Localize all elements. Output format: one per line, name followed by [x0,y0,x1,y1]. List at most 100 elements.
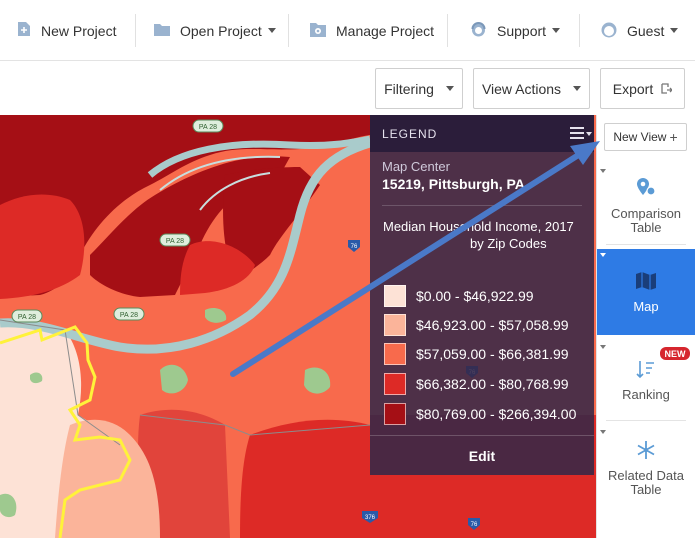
river [147,135,371,178]
new-file-icon [17,21,31,40]
road-shield-label: PA 28 [18,314,36,321]
legend-bin-label: $46,923.00 - $57,058.99 [416,317,569,333]
legend-bin: $66,382.00 - $80,768.99 [384,373,569,395]
guest-user-menu[interactable]: Guest [601,0,679,61]
map-region-bin5[interactable] [0,115,370,297]
map-center-value: 15219, Pittsburgh, PA [382,176,525,192]
ranking-icon [636,359,656,382]
interstate-shield-label: 376 [365,515,376,521]
road-shield: PA 28 [192,119,224,133]
road-shield: PA 28 [113,307,145,321]
legend-swatch [384,403,406,425]
sidebar-item-ranking[interactable]: Ranking [597,341,695,415]
legend-edit-label: Edit [468,447,496,464]
nav-divider [579,14,580,47]
hamburger-menu-icon[interactable] [570,127,584,139]
legend-divider [382,205,582,206]
new-badge: NEW [660,347,690,360]
map-region-bin4[interactable] [240,419,370,538]
park [205,308,227,323]
filtering-label: Filtering [384,80,434,97]
snowflake-icon [636,440,656,463]
map-label: Map [633,298,659,314]
support-label: Support [497,22,547,39]
new-project-label: New Project [41,22,117,39]
legend-bin-label: $0.00 - $46,922.99 [416,288,534,304]
sidebar-divider [606,244,686,245]
nav-divider [288,14,289,47]
new-view-label: New View [613,130,667,144]
ranking-label: Ranking [622,387,670,402]
manage-folder-icon [310,22,326,40]
guest-label: Guest [627,22,665,39]
plus-icon: + [669,129,678,145]
chevron-down-icon [600,345,606,349]
map-region-bin2[interactable] [55,419,160,538]
view-actions-label: View Actions [481,80,562,97]
export-button[interactable]: Export [600,68,685,109]
chevron-down-icon [670,28,679,33]
comparison-label-line2: Table [630,220,662,235]
map-icon [635,271,657,294]
legend-edit-button[interactable]: Edit [370,435,594,475]
open-project-label: Open Project [180,22,262,39]
support-headset-icon [470,21,487,41]
sidebar-item-comparison-table[interactable]: Comparison Table [597,165,695,239]
new-project-button[interactable]: New Project [17,0,116,61]
zip-boundary [0,319,121,446]
toolbar: Filtering View Actions Export [0,61,695,115]
legend-header-label: LEGEND [382,126,438,141]
manage-project-label: Manage Project [336,22,435,39]
view-actions-button[interactable]: View Actions [473,68,590,109]
zip-boundary [139,414,371,436]
legend-swatch [384,343,406,365]
legend-bin: $57,059.00 - $66,381.99 [384,343,569,365]
legend-bin: $80,769.00 - $266,394.00 [384,403,576,425]
related-label-line2: Table [630,482,662,497]
new-view-button[interactable]: New View + [604,123,687,151]
map-region-bin4[interactable] [0,194,85,299]
chevron-down-icon [600,253,606,257]
road-shield-label: PA 28 [199,124,217,131]
legend-swatch [384,373,406,395]
legend-bin: $0.00 - $46,922.99 [384,285,534,307]
selected-area-boundary [0,325,132,538]
sidebar-item-map[interactable]: Map [597,249,695,335]
top-nav: New Project Open Project Manage Project … [0,0,695,61]
legend-swatch [384,314,406,336]
interstate-shield-label: 76 [471,522,478,528]
map-legend: LEGEND Map Center 15219, Pittsburgh, PA … [370,115,594,475]
comparison-label-line1: Comparison [610,206,682,221]
interstate-shield: 376 [362,511,378,523]
chevron-down-icon [573,86,582,91]
user-avatar-icon [601,21,617,41]
open-project-button[interactable]: Open Project [154,0,276,61]
chevron-down-icon [445,86,454,91]
park [160,364,188,394]
map-region-bin4[interactable] [138,409,230,538]
legend-title-line1: Median Household Income, 2017 [383,219,574,234]
map-pin-compare-icon [635,176,657,201]
road-shield-label: PA 28 [166,238,184,245]
legend-title-line2: by Zip Codes [470,236,547,251]
park [30,372,43,384]
chevron-down-icon [600,169,606,173]
map-region-bin1[interactable] [0,320,120,538]
sidebar-divider [606,420,686,421]
legend-bin-label: $80,769.00 - $266,394.00 [416,406,577,422]
nav-divider [135,14,136,47]
chevron-down-icon [586,132,592,136]
folder-icon [154,22,170,39]
manage-project-button[interactable]: Manage Project [310,0,434,61]
road-shield-label: PA 28 [120,312,138,319]
support-menu[interactable]: Support [470,0,561,61]
interstate-shield-label: 76 [351,244,358,250]
legend-swatch [384,285,406,307]
map-center-label: Map Center [382,159,450,174]
sidebar-item-related-data-table[interactable]: Related Data Table [597,426,695,506]
legend-bin: $46,923.00 - $57,058.99 [384,314,569,336]
filtering-button[interactable]: Filtering [375,68,463,109]
legend-header: LEGEND [370,115,594,152]
park [0,493,17,518]
export-label: Export [612,80,654,97]
